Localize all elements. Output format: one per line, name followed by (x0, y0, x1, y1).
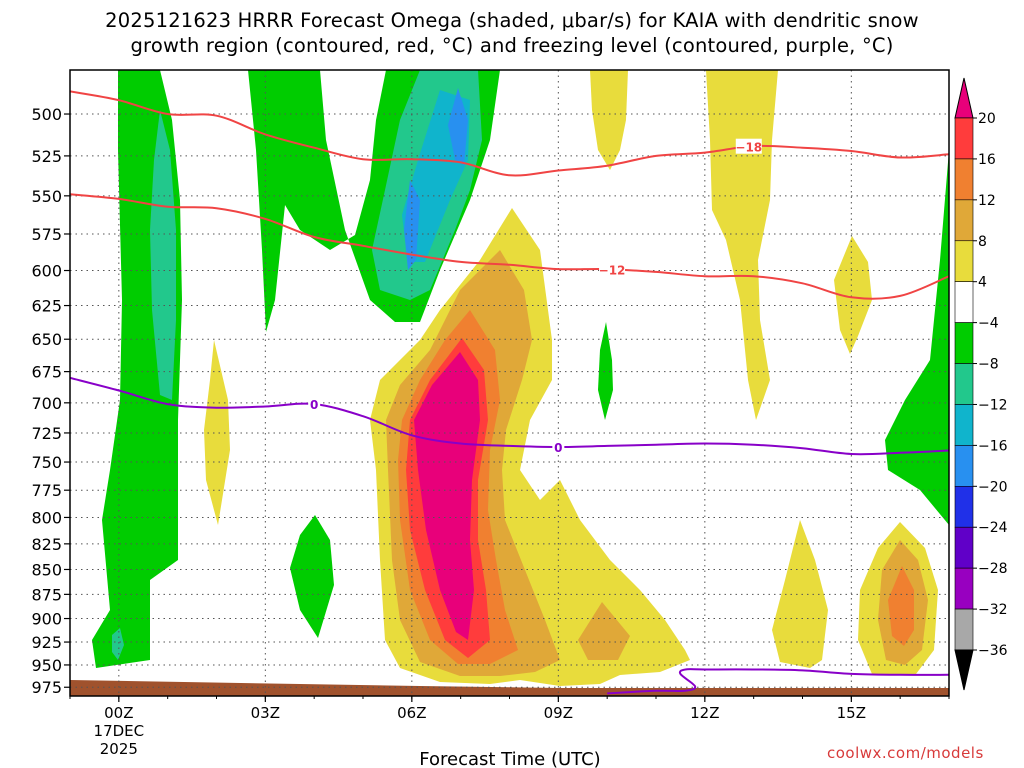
y-tick-label: 675 (31, 363, 62, 382)
colorbar-tick-label: −12 (978, 397, 1008, 413)
colorbar-swatch (954, 199, 974, 242)
y-tick-label: 925 (31, 633, 62, 652)
omega-region-magenta-main (414, 352, 480, 640)
y-axis: 500 525 550 575 600 625 650 675 700 725 750 775 800 8… (31, 105, 70, 697)
chart-title-line-2: growth region (contoured, red, °C) and f… (130, 34, 894, 57)
contour-labels: −18 −12 0 0 (308, 138, 762, 455)
colorbar-tick-label: −8 (978, 357, 999, 373)
colorbar-swatch (954, 567, 974, 610)
y-tick-label: 550 (31, 187, 62, 206)
colorbar-tick-label: −16 (978, 438, 1008, 454)
y-tick-label: 825 (31, 535, 62, 554)
colorbar-tick-label: −28 (978, 561, 1008, 577)
contour-label: 0 (310, 398, 318, 412)
x-tick-label: 03Z (251, 704, 280, 722)
colorbar-swatch (954, 322, 974, 364)
omega-region-yellow-upper-1 (590, 70, 628, 170)
omega-region-blue-upper (448, 88, 468, 165)
colorbar-swatch (954, 486, 974, 528)
x-date-label: 17DEC (94, 722, 145, 740)
omega-region-teal-left (150, 110, 176, 400)
contour-label-bg (735, 138, 762, 154)
omega-region-gold-small (578, 602, 630, 660)
colorbar-swatch (954, 526, 974, 569)
y-tick-label: 525 (31, 147, 62, 166)
pressure-gridlines (70, 113, 949, 688)
colorbar-tick-label: 8 (978, 234, 987, 250)
y-tick-label: 600 (31, 262, 62, 281)
y-tick-label: 850 (31, 560, 62, 579)
omega-region-yellow-upper-2 (706, 70, 778, 420)
y-tick-label: 725 (31, 424, 62, 443)
y-tick-label: 750 (31, 453, 62, 472)
contour-line-minus18 (70, 90, 949, 177)
x-tick-label: 12Z (690, 704, 719, 722)
omega-region-yellow-upper-3 (834, 236, 872, 354)
colorbar-swatch (954, 240, 974, 282)
x-tick-label: 15Z (837, 704, 866, 722)
chart-title: 2025121623 HRRR Forecast Omega (shaded, … (0, 8, 1024, 58)
contour-label-bg (599, 261, 626, 277)
colorbar-tick-label: −32 (978, 602, 1008, 618)
colorbar-swatch (954, 281, 974, 323)
y-tick-label: 625 (31, 297, 62, 316)
colorbar-swatch (954, 608, 974, 651)
y-tick-label: 875 (31, 585, 62, 604)
y-tick-label: 575 (31, 225, 62, 244)
chart-title-line-1: 2025121623 HRRR Forecast Omega (shaded, … (105, 9, 919, 32)
contour-label: 0 (554, 441, 562, 455)
contour-label-bg (308, 396, 321, 412)
colorbar-tick-label: 16 (978, 152, 996, 168)
x-axis-label: Forecast Time (UTC) (419, 749, 600, 768)
colorbar-swatch (954, 445, 974, 487)
x-tick-label: 00Z (104, 704, 133, 722)
colorbar-tick-label: −24 (978, 520, 1008, 536)
y-tick-label: 775 (31, 481, 62, 500)
colorbar-tick-label: 12 (978, 193, 996, 209)
colorbar-top-arrow (954, 77, 974, 119)
contour-line-minus12 (70, 193, 949, 300)
colorbar-bottom-arrow (954, 649, 974, 691)
colorbar-swatch (954, 117, 974, 160)
contour-label-bg (552, 439, 565, 455)
colorbar: 20 16 12 8 4 −4 −8 −12 −16 −20 −24 −28 −32 −36 (954, 77, 1008, 691)
omega-shading (70, 70, 949, 696)
contour-line-freezing-level (70, 376, 949, 456)
contour-label: −12 (599, 263, 626, 277)
colorbar-tick-label: −4 (978, 316, 999, 332)
x-tick-label: 06Z (397, 704, 426, 722)
omega-region-green-small-2 (598, 322, 613, 420)
y-tick-label: 975 (31, 678, 62, 697)
y-tick-label: 900 (31, 610, 62, 629)
colorbar-tick-label: 20 (978, 111, 996, 127)
y-tick-label: 950 (31, 656, 62, 675)
colorbar-swatch (954, 404, 974, 446)
colorbar-tick-label: 4 (978, 275, 987, 291)
colorbar-tick-label: −36 (978, 643, 1008, 659)
colorbar-swatch (954, 363, 974, 405)
y-tick-label: 700 (31, 394, 62, 413)
terrain-ground (70, 680, 949, 696)
omega-region-green-right (885, 150, 949, 525)
credit-text: coolwx.com/models (827, 744, 984, 762)
omega-region-orange-right (888, 566, 914, 646)
x-tick-label: 09Z (544, 704, 573, 722)
omega-region-teal-lower (112, 628, 124, 660)
y-tick-label: 500 (31, 105, 62, 124)
colorbar-tick-label: −20 (978, 479, 1008, 495)
colorbar-swatch (954, 158, 974, 201)
contour-label: −18 (735, 141, 762, 155)
x-date-label: 2025 (100, 740, 138, 758)
contour-lines (70, 90, 949, 695)
omega-region-yellow-small (204, 340, 230, 525)
y-tick-label: 650 (31, 330, 62, 349)
omega-region-yellow-right-1 (772, 520, 828, 668)
y-tick-label: 800 (31, 508, 62, 527)
omega-region-green-small-1 (290, 515, 334, 638)
contour-line-freezing-level-surface (607, 668, 949, 695)
